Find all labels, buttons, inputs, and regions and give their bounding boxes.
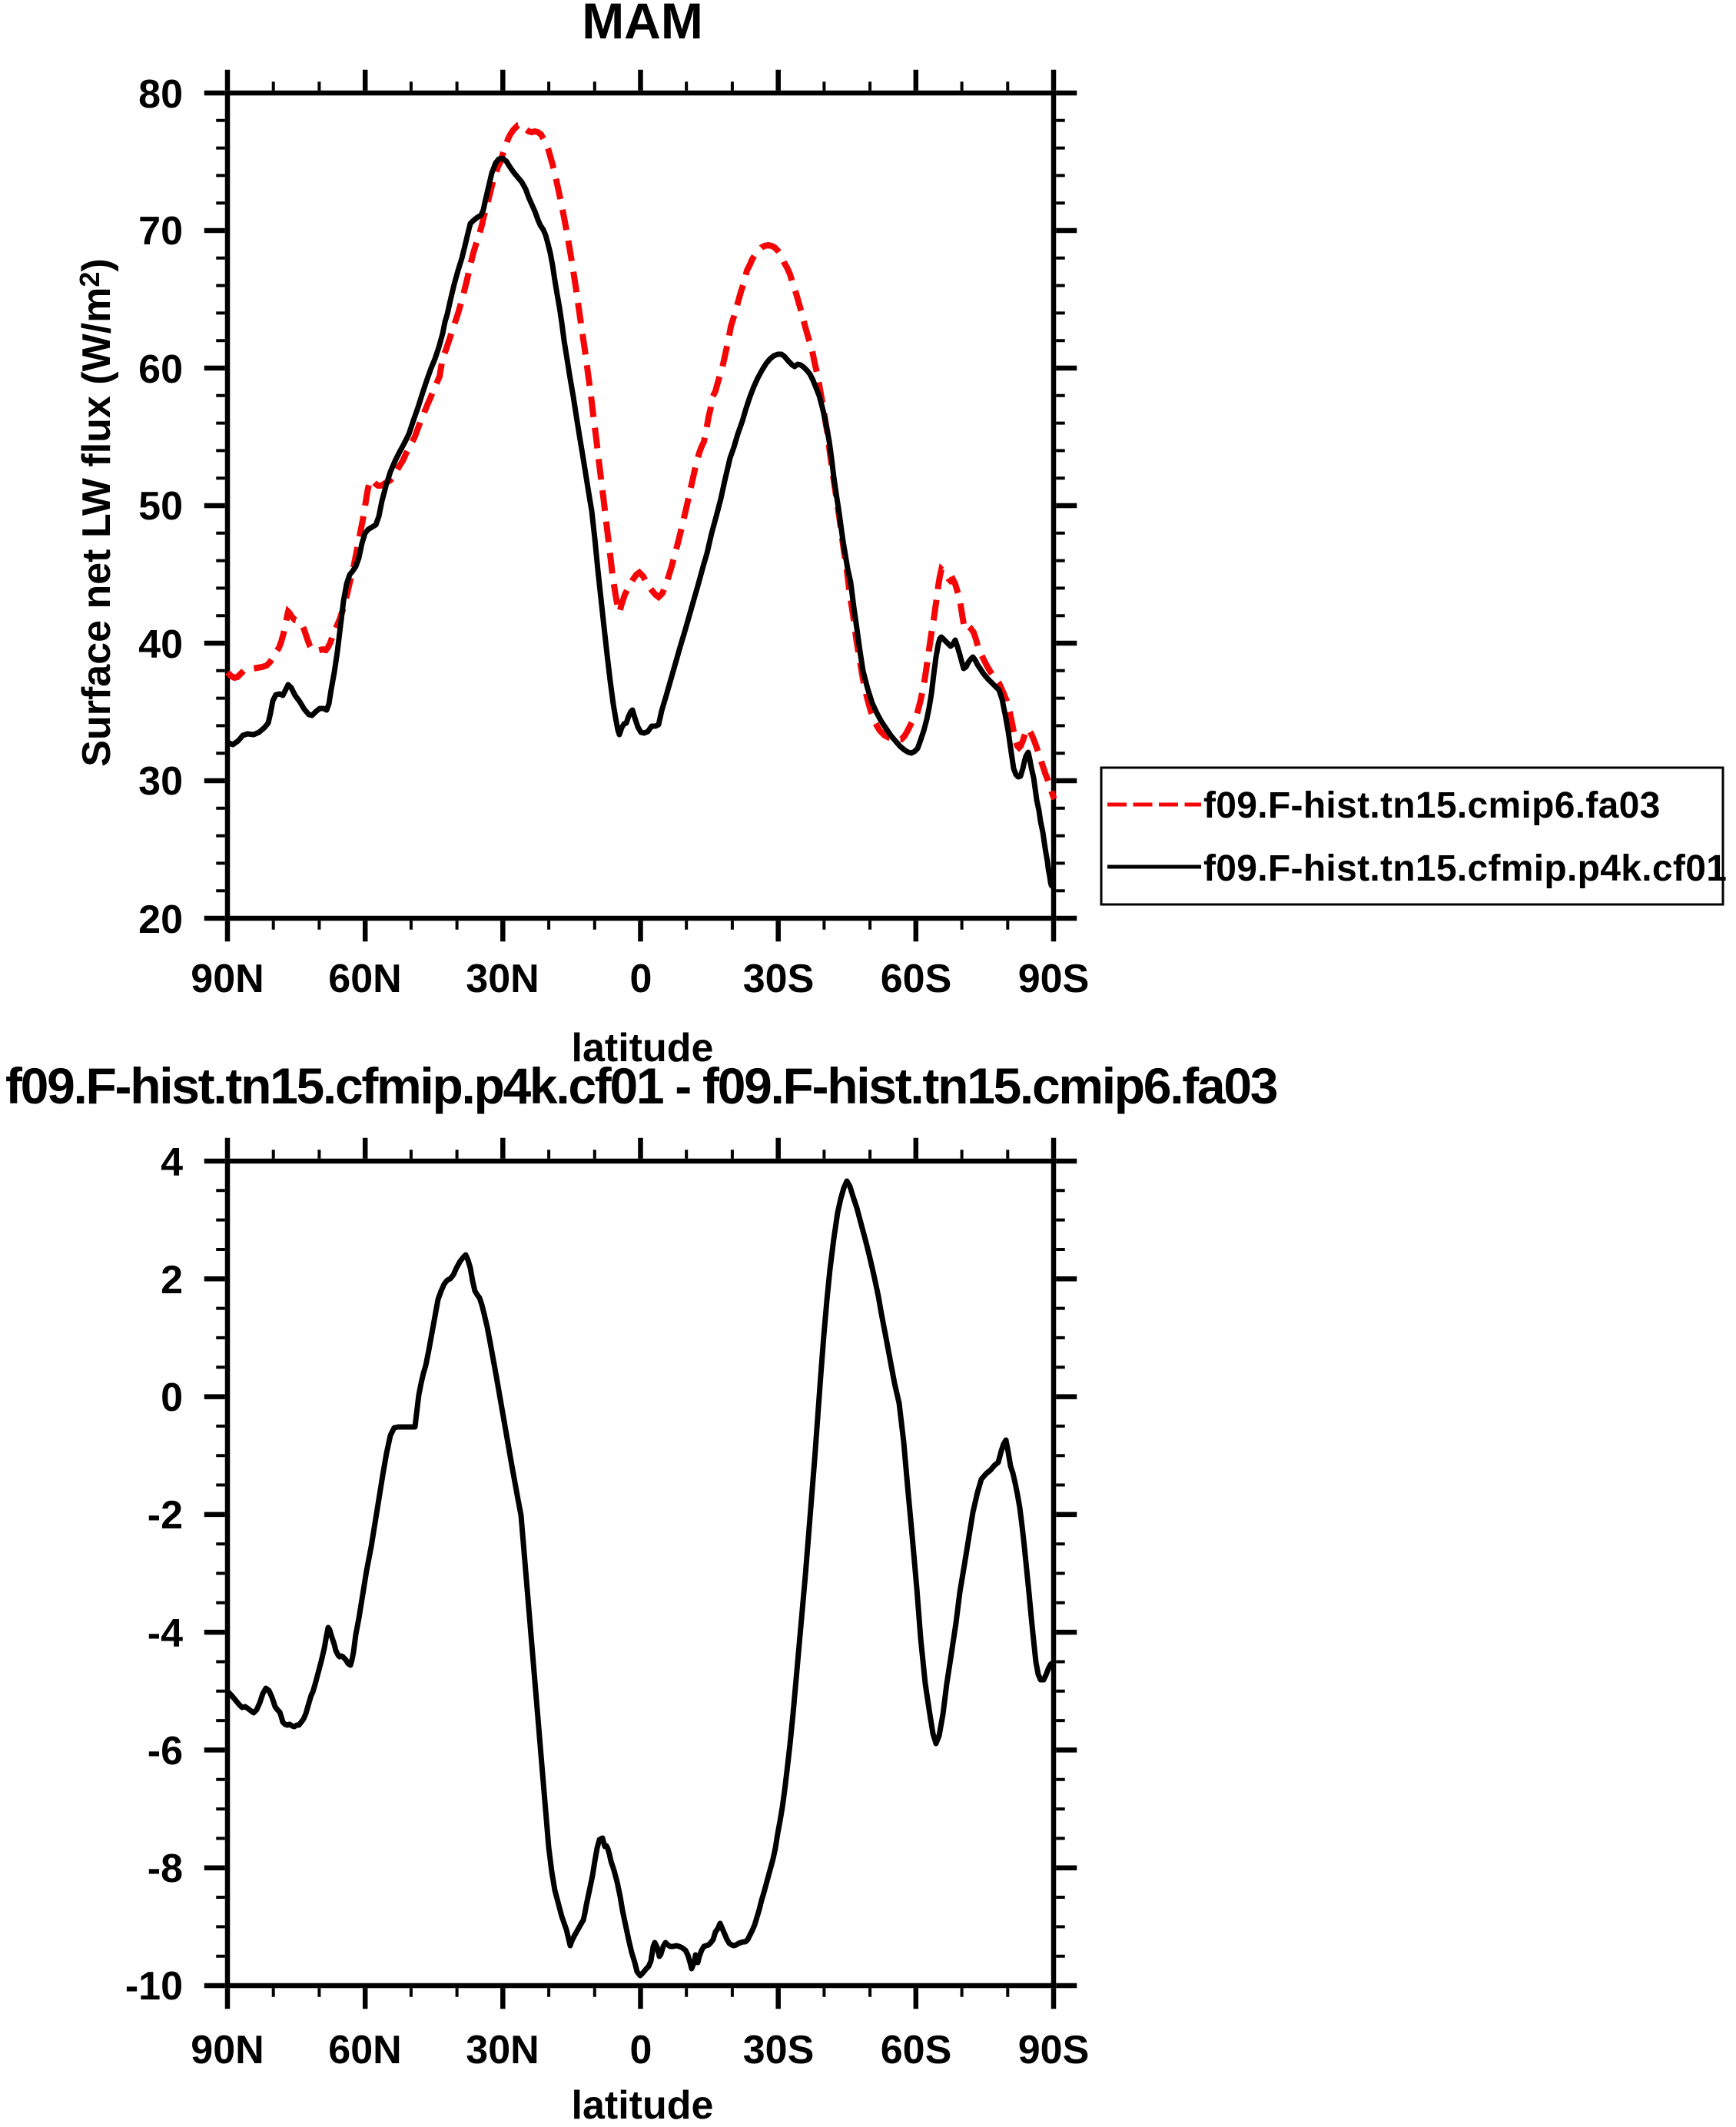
svg-text:-8: -8 xyxy=(148,1847,183,1891)
svg-text:Surface net LW flux (W/m2): Surface net LW flux (W/m2) xyxy=(74,258,119,766)
svg-text:80: 80 xyxy=(138,72,183,117)
svg-text:60S: 60S xyxy=(881,2028,952,2072)
svg-text:30S: 30S xyxy=(743,957,815,1001)
svg-text:0: 0 xyxy=(161,1375,183,1420)
svg-text:MAM: MAM xyxy=(582,0,703,49)
svg-text:30N: 30N xyxy=(466,2028,539,2072)
svg-text:90N: 90N xyxy=(191,2028,264,2072)
svg-text:60N: 60N xyxy=(328,957,401,1001)
svg-text:40: 40 xyxy=(138,622,183,667)
svg-text:70: 70 xyxy=(138,209,183,254)
svg-text:latitude: latitude xyxy=(572,2083,714,2123)
svg-text:4: 4 xyxy=(161,1140,183,1185)
svg-text:30N: 30N xyxy=(466,957,539,1001)
svg-text:-6: -6 xyxy=(148,1729,183,1774)
svg-text:30S: 30S xyxy=(743,2028,815,2072)
svg-text:-4: -4 xyxy=(148,1611,183,1656)
svg-text:90S: 90S xyxy=(1018,957,1090,1001)
svg-text:0: 0 xyxy=(630,2028,652,2072)
svg-text:30: 30 xyxy=(138,759,183,804)
svg-text:60: 60 xyxy=(138,347,183,392)
svg-text:90N: 90N xyxy=(191,957,264,1001)
svg-text:90S: 90S xyxy=(1018,2028,1090,2072)
svg-text:20: 20 xyxy=(138,898,183,942)
svg-text:-10: -10 xyxy=(125,1964,183,2009)
svg-text:2: 2 xyxy=(161,1258,183,1302)
svg-text:f09.F-hist.tn15.cfmip.p4k.cf01: f09.F-hist.tn15.cfmip.p4k.cf01 - f09.F-h… xyxy=(5,1057,1277,1114)
svg-text:60N: 60N xyxy=(328,2028,401,2072)
svg-text:f09.F-hist.tn15.cmip6.fa03: f09.F-hist.tn15.cmip6.fa03 xyxy=(1203,785,1661,826)
svg-text:f09.F-hist.tn15.cfmip.p4k.cf01: f09.F-hist.tn15.cfmip.p4k.cf01 xyxy=(1203,848,1727,889)
svg-text:0: 0 xyxy=(630,957,652,1001)
svg-text:-2: -2 xyxy=(148,1493,183,1538)
svg-text:latitude: latitude xyxy=(572,1026,714,1070)
svg-text:60S: 60S xyxy=(881,957,952,1001)
svg-text:50: 50 xyxy=(138,484,183,529)
